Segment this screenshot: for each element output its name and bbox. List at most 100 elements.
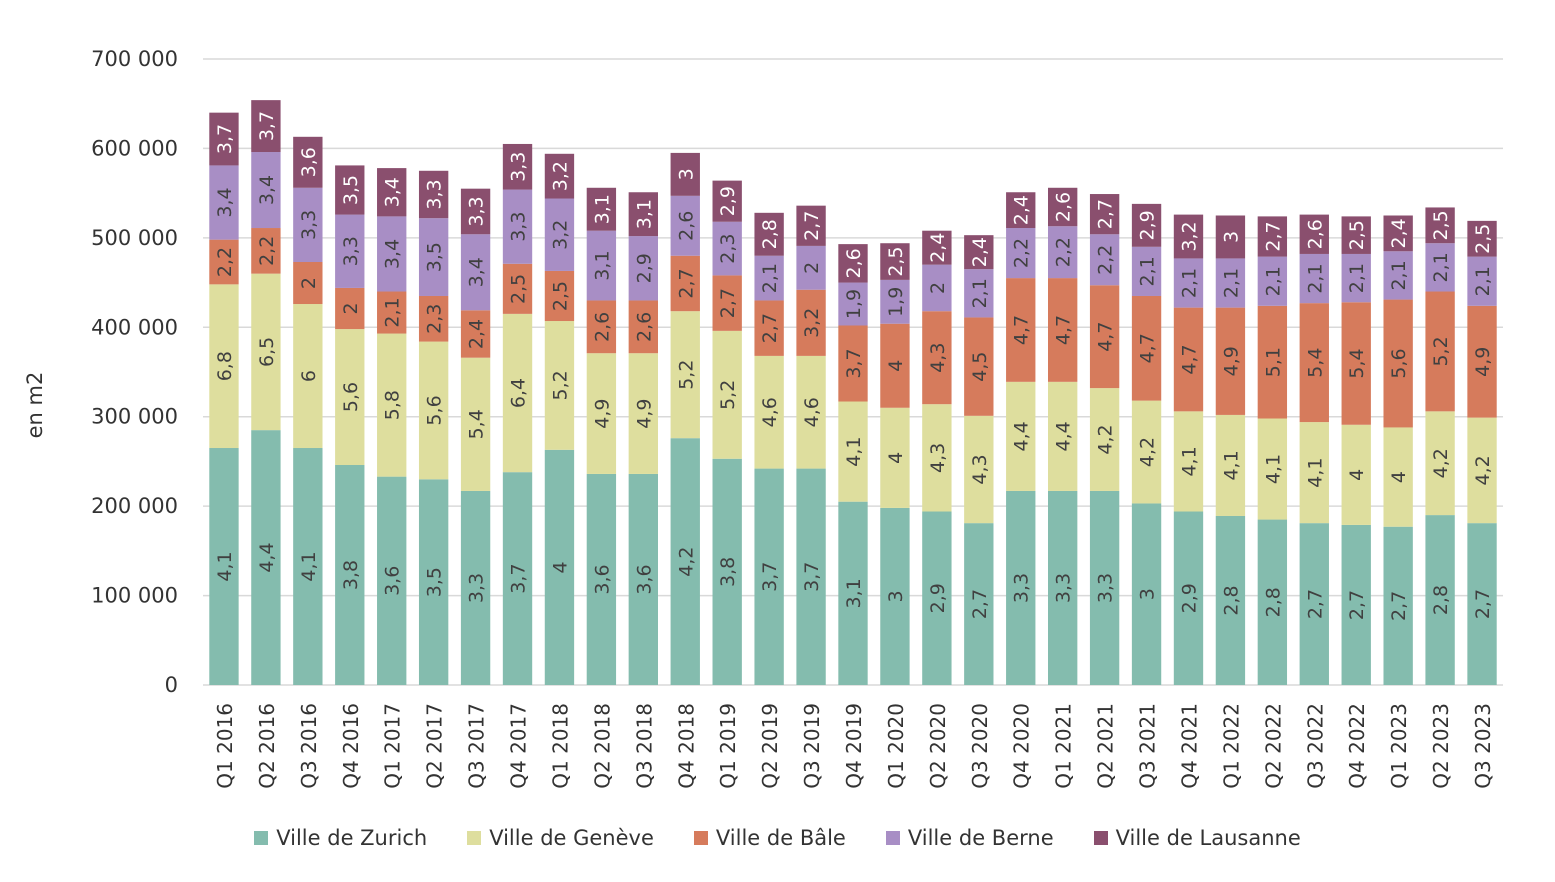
data-label: 2,9 <box>717 186 739 216</box>
bar-segment <box>586 300 617 354</box>
bar-stack: 2,8 4,1 5,1 2,1 2,7 <box>1257 216 1288 685</box>
x-tick-label: Q2 2019 <box>758 703 782 789</box>
data-label: 3,3 <box>466 573 488 603</box>
data-label: 4,1 <box>1178 446 1200 476</box>
bar-segment <box>1089 234 1120 286</box>
bar-segment <box>1215 515 1246 685</box>
bar-segment <box>293 136 323 188</box>
bar-stack: 3,3 4,2 4,7 2,2 2,7 <box>1089 194 1120 685</box>
bar-segment <box>502 263 533 314</box>
data-label: 2,7 <box>675 268 697 298</box>
y-tick-label: 500 000 <box>91 226 178 250</box>
y-tick-label: 0 <box>165 673 178 697</box>
x-tick-label: Q1 2018 <box>548 703 572 789</box>
x-tick-label: Q2 2016 <box>255 703 279 789</box>
bar-segment <box>502 313 533 473</box>
bar-segment <box>1173 258 1204 308</box>
bar-stack: 3,5 5,6 2,3 3,5 3,3 <box>418 170 449 685</box>
data-label: 4,4 <box>256 542 278 572</box>
data-label: 4,1 <box>1304 457 1326 487</box>
bar-segment <box>1257 256 1288 306</box>
data-label: 5,4 <box>1346 348 1368 378</box>
bar-segment <box>670 195 700 256</box>
legend-swatch <box>885 831 900 845</box>
bar-segment <box>1006 490 1036 685</box>
bar-segment <box>1425 411 1455 516</box>
bar-segment <box>1341 524 1371 685</box>
bar-segment <box>1173 411 1204 512</box>
bar-stack: 4,1 6 2 3,3 3,6 <box>293 136 323 685</box>
bar-stack: 2,7 4 5,4 2,1 2,5 <box>1341 216 1371 685</box>
data-label: 2,1 <box>969 278 991 308</box>
data-label: 6,8 <box>214 351 236 381</box>
data-label: 2,1 <box>1220 268 1242 298</box>
data-label: 3,3 <box>508 152 530 182</box>
data-label: 3,3 <box>466 196 488 226</box>
x-tick-label: Q3 2020 <box>968 703 992 789</box>
y-tick-label: 600 000 <box>91 136 178 160</box>
bar-segment <box>293 187 323 263</box>
data-label: 2,8 <box>1262 587 1284 617</box>
data-label: 4,6 <box>759 397 781 427</box>
bar-segment <box>1131 246 1162 296</box>
bar-segment <box>1173 214 1204 259</box>
bar-segment <box>1299 303 1329 423</box>
data-label: 5,2 <box>1430 336 1452 366</box>
data-label: 2,1 <box>1178 268 1200 298</box>
bar-segment <box>670 152 700 196</box>
legend-swatch <box>254 831 269 845</box>
bar-segment <box>1425 207 1455 244</box>
data-label: 5,4 <box>1304 348 1326 378</box>
data-label: 2,6 <box>1053 192 1075 222</box>
bar-segment <box>796 468 826 685</box>
legend-item: Ville de Lausanne <box>1093 826 1301 850</box>
bar-segment <box>251 100 281 153</box>
data-label: 4,9 <box>633 398 655 428</box>
bar-segment <box>1341 302 1371 425</box>
legend: Ville de Zurich Ville de Genève Ville de B… <box>0 826 1555 850</box>
data-label: 3,8 <box>717 557 739 587</box>
bar-segment <box>1048 490 1078 685</box>
bar-segment <box>1299 422 1329 524</box>
bar-segment <box>1257 519 1288 685</box>
bar-segment <box>1467 220 1497 257</box>
bar-segment <box>586 187 617 231</box>
bar-segment <box>628 300 658 354</box>
data-label: 4,1 <box>843 436 865 466</box>
x-tick-label: Q4 2022 <box>1345 703 1369 789</box>
data-label: 4,4 <box>1053 421 1075 451</box>
bar-segment <box>418 218 449 296</box>
data-label: 2,6 <box>591 312 613 342</box>
bar-stack: 2,9 4,3 4,3 2 2,4 <box>922 230 952 685</box>
data-label: 2 <box>298 277 320 289</box>
bar-segment <box>964 317 994 416</box>
x-tick-label: Q1 2020 <box>884 703 908 789</box>
data-label: 2,5 <box>508 274 530 304</box>
bar-segment <box>1131 203 1162 247</box>
x-tick-label: Q3 2021 <box>1136 703 1160 789</box>
x-tick-label: Q1 2023 <box>1387 703 1411 789</box>
bar-segment <box>209 239 239 285</box>
data-label: 4,4 <box>1011 421 1033 451</box>
data-label: 3,4 <box>382 177 404 207</box>
bar-segment <box>460 234 491 311</box>
data-label: 2,2 <box>1095 245 1117 275</box>
data-label: 2,1 <box>1346 263 1368 293</box>
data-label: 4,7 <box>1178 344 1200 374</box>
data-label: 5,8 <box>382 390 404 420</box>
data-label: 2,6 <box>675 211 697 241</box>
bar-segment <box>1467 305 1497 418</box>
bar-segment <box>460 188 491 235</box>
data-label: 4 <box>1388 471 1410 483</box>
data-label: 3,7 <box>256 111 278 141</box>
data-label: 2,7 <box>801 211 823 241</box>
data-label: 2,2 <box>1011 238 1033 268</box>
bar-stack: 4,1 6,8 2,2 3,4 3,7 <box>209 112 239 685</box>
bar-segment <box>1048 278 1078 382</box>
data-label: 2,1 <box>1430 252 1452 282</box>
bar-segment <box>251 228 281 274</box>
x-tick-label: Q3 2017 <box>465 703 489 789</box>
bar-segment <box>418 170 449 219</box>
bar-segment <box>1383 299 1413 428</box>
x-tick-label: Q4 2016 <box>339 703 363 789</box>
